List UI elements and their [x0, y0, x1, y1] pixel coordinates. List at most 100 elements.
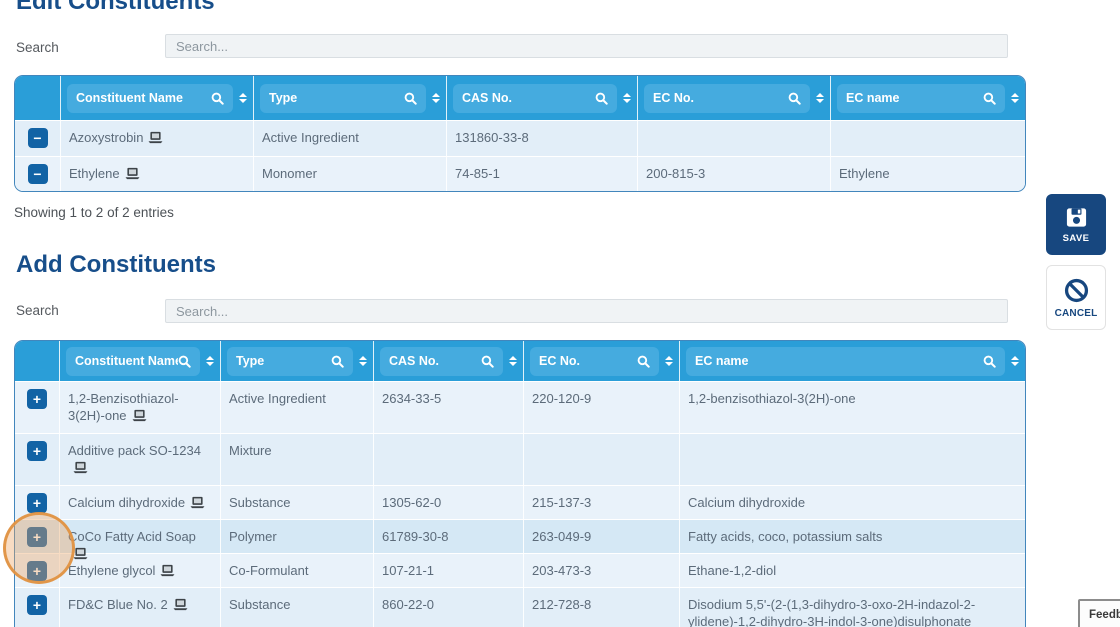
- constituent-cas: 74-85-1: [447, 157, 638, 191]
- add-search-label: Search: [16, 303, 59, 318]
- column-filter-type[interactable]: Type: [227, 346, 353, 376]
- sort-icon[interactable]: [509, 356, 517, 366]
- constituent-type: Polymer: [221, 520, 374, 553]
- remove-constituent-button[interactable]: −: [27, 164, 48, 184]
- constituent-name: CoCo Fatty Acid Soap: [68, 529, 196, 544]
- feedback-button[interactable]: Feedback: [1078, 599, 1120, 627]
- cancel-button[interactable]: CANCEL: [1046, 265, 1106, 330]
- search-icon: [983, 92, 996, 105]
- column-label: EC name: [695, 354, 749, 368]
- constituent-ec-no: 263-049-9: [524, 520, 680, 553]
- column-filter-constituent-name[interactable]: Constituent Name: [67, 83, 233, 113]
- column-label: Type: [269, 91, 298, 105]
- column-filter-ec-name[interactable]: EC name: [686, 346, 1005, 376]
- constituent-name: Azoxystrobin: [69, 130, 144, 145]
- remove-constituent-button[interactable]: −: [27, 128, 48, 148]
- constituent-ec-name: Fatty acids, coco, potassium salts: [688, 529, 883, 544]
- laptop-icon[interactable]: [73, 547, 88, 560]
- column-filter-type[interactable]: Type: [260, 83, 426, 113]
- add-constituent-button[interactable]: +: [27, 561, 47, 581]
- column-label: CAS No.: [462, 91, 512, 105]
- sort-icon[interactable]: [206, 356, 214, 366]
- constituent-type: Substance: [221, 486, 374, 519]
- laptop-icon[interactable]: [148, 131, 163, 144]
- add-constituent-button[interactable]: +: [27, 595, 47, 615]
- constituent-ec-no: [638, 121, 831, 156]
- edit-search-input[interactable]: [165, 34, 1008, 58]
- constituent-ec-no: 212-728-8: [524, 588, 680, 627]
- column-filter-ec-no[interactable]: EC No.: [644, 83, 810, 113]
- constituent-cas: 860-22-0: [374, 588, 524, 627]
- laptop-icon[interactable]: [190, 496, 205, 509]
- search-icon: [404, 92, 417, 105]
- sort-icon[interactable]: [1011, 356, 1019, 366]
- laptop-icon[interactable]: [160, 564, 175, 577]
- constituent-ec-name: Ethylene: [839, 166, 890, 181]
- constituent-type: Active Ingredient: [254, 121, 447, 156]
- column-label: Constituent Name: [75, 354, 178, 368]
- column-filter-ec-no[interactable]: EC No.: [530, 346, 659, 376]
- constituent-ec-name: [831, 121, 1025, 156]
- table-row: + FD&C Blue No. 2 Substance 860-22-0 212…: [15, 587, 1025, 627]
- search-icon: [178, 355, 191, 368]
- table-row: − Azoxystrobin Active Ingredient 131860-…: [15, 120, 1025, 156]
- column-filter-constituent-name[interactable]: Constituent Name: [66, 346, 200, 376]
- column-filter-ec-name[interactable]: EC name: [837, 83, 1005, 113]
- floppy-disk-icon: [1066, 207, 1086, 227]
- constituent-type: Mixture: [221, 434, 374, 485]
- constituent-ec-name: 1,2-benzisothiazol-3(2H)-one: [688, 391, 856, 406]
- sort-icon[interactable]: [665, 356, 673, 366]
- add-constituents-heading: Add Constituents: [16, 251, 216, 278]
- sort-icon[interactable]: [359, 356, 367, 366]
- edit-constituents-heading: Edit Constituents: [16, 0, 215, 15]
- laptop-icon[interactable]: [173, 598, 188, 611]
- search-icon: [983, 355, 996, 368]
- add-constituent-button[interactable]: +: [27, 527, 47, 547]
- column-label: Constituent Name: [76, 91, 183, 105]
- column-label: EC No.: [539, 354, 580, 368]
- column-filter-cas-no[interactable]: CAS No.: [453, 83, 617, 113]
- table-row: + Ethylene glycol Co-Formulant 107-21-1 …: [15, 553, 1025, 587]
- save-button[interactable]: SAVE: [1046, 194, 1106, 255]
- edit-constituents-table: Constituent Name Type CAS No.: [14, 75, 1026, 192]
- constituent-cas: 131860-33-8: [447, 121, 638, 156]
- constituent-ec-name: Calcium dihydroxide: [688, 495, 806, 510]
- sort-icon[interactable]: [816, 93, 824, 103]
- constituent-name: Additive pack SO-1234: [68, 443, 201, 458]
- column-filter-cas-no[interactable]: CAS No.: [380, 346, 503, 376]
- search-icon: [788, 92, 801, 105]
- edit-search-label: Search: [16, 40, 59, 55]
- sort-icon[interactable]: [1011, 93, 1019, 103]
- constituent-ec-name: Disodium 5,5'-(2-(1,3-dihydro-3-oxo-2H-i…: [688, 597, 976, 627]
- column-label: Type: [236, 354, 265, 368]
- constituent-name: FD&C Blue No. 2: [68, 597, 168, 612]
- constituent-type: Co-Formulant: [221, 554, 374, 587]
- search-icon: [595, 92, 608, 105]
- constituent-type: Monomer: [254, 157, 447, 191]
- add-constituent-button[interactable]: +: [27, 441, 47, 461]
- add-table-header: Constituent Name Type CAS No.: [15, 341, 1025, 381]
- header-actions-column: [15, 76, 61, 120]
- sort-icon[interactable]: [432, 93, 440, 103]
- constituent-ec-no: 220-120-9: [524, 382, 680, 433]
- constituent-name: Ethylene glycol: [68, 563, 156, 578]
- constituent-name: Calcium dihydroxide: [68, 495, 186, 510]
- column-label: EC name: [846, 91, 900, 105]
- search-icon: [331, 355, 344, 368]
- edit-table-header: Constituent Name Type CAS No.: [15, 76, 1025, 120]
- constituent-cas: [374, 434, 524, 485]
- search-icon: [481, 355, 494, 368]
- add-constituent-button[interactable]: +: [27, 493, 47, 513]
- add-constituent-button[interactable]: +: [27, 389, 47, 409]
- constituent-type: Substance: [221, 588, 374, 627]
- sort-icon[interactable]: [239, 93, 247, 103]
- constituent-ec-no: 203-473-3: [524, 554, 680, 587]
- sort-icon[interactable]: [623, 93, 631, 103]
- constituent-ec-no: 215-137-3: [524, 486, 680, 519]
- header-actions-column: [15, 341, 60, 381]
- add-search-input[interactable]: [165, 299, 1008, 323]
- laptop-icon[interactable]: [73, 461, 88, 474]
- laptop-icon[interactable]: [125, 167, 140, 180]
- laptop-icon[interactable]: [132, 409, 147, 422]
- constituent-name: Ethylene: [69, 166, 120, 181]
